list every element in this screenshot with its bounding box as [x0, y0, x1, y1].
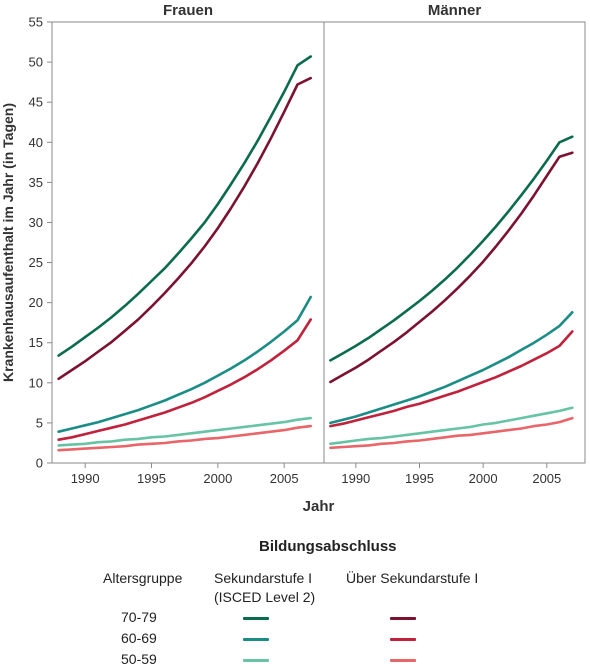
y-tick-label: 55	[29, 15, 43, 30]
y-tick-label: 15	[29, 335, 43, 350]
legend-title: Bildungsabschluss	[259, 538, 397, 555]
x-tick-label: 2000	[203, 471, 232, 486]
legend-age-label: 50-59	[121, 651, 157, 667]
series-line-ueb_70_79	[57, 76, 313, 381]
legend-col-age: Altersgruppe	[103, 570, 183, 586]
legend-age-label: 70-79	[121, 609, 157, 625]
legend-swatch-ueb-70-79	[390, 617, 416, 620]
series-line-sek_60_69	[57, 295, 313, 434]
legend-col-ueb: Über Sekundarstufe I	[346, 570, 479, 586]
y-tick-label: 40	[29, 135, 43, 150]
series-line-sek_60_69	[329, 310, 574, 425]
x-tick-label: 1990	[341, 471, 370, 486]
legend-swatch-sek-50-59	[243, 659, 269, 662]
series-line-ueb_60_69	[329, 330, 574, 428]
x-axis-label: Jahr	[303, 498, 335, 515]
x-tick-label: 1990	[71, 471, 100, 486]
series-line-sek_50_59	[329, 406, 574, 446]
x-tick-label: 2000	[469, 471, 498, 486]
legend-swatch-sek-70-79	[243, 617, 269, 620]
panel-title: Männer	[428, 2, 482, 19]
y-tick-label: 35	[29, 175, 43, 190]
legend-swatch-sek-60-69	[243, 638, 269, 641]
series-line-ueb_50_59	[57, 424, 313, 452]
x-tick-label: 1995	[137, 471, 166, 486]
y-tick-label: 50	[29, 55, 43, 70]
series-line-ueb_50_59	[329, 416, 574, 450]
series-line-ueb_70_79	[329, 151, 574, 384]
x-tick-label: 2005	[532, 471, 561, 486]
y-tick-label: 25	[29, 255, 43, 270]
x-tick-label: 2005	[270, 471, 299, 486]
x-tick-label: 1995	[405, 471, 434, 486]
y-tick-label: 10	[29, 375, 43, 390]
y-tick-label: 30	[29, 215, 43, 230]
y-tick-label: 0	[36, 456, 43, 471]
y-tick-label: 5	[36, 415, 43, 430]
series-line-sek_70_79	[57, 55, 313, 357]
y-tick-label: 20	[29, 295, 43, 310]
legend-swatch-ueb-50-59	[390, 659, 416, 662]
series-layer	[57, 55, 574, 452]
axes-layer	[47, 21, 586, 468]
series-line-ueb_60_69	[57, 318, 313, 442]
plot-frame	[51, 21, 586, 464]
legend-age-label: 60-69	[121, 630, 157, 646]
legend-col-sek-line2: (ISCED Level 2)	[214, 589, 316, 605]
series-line-sek_70_79	[329, 135, 574, 362]
y-tick-label: 45	[29, 95, 43, 110]
legend-swatch-ueb-60-69	[390, 638, 416, 641]
labels-layer: 0 5 10 15 20 25 30 35 40 45 50 55 1990 1995 2000 2005 Fr…	[0, 2, 561, 515]
legend-col-sek-line1: Sekundarstufe I	[214, 570, 313, 586]
series-line-sek_50_59	[57, 416, 313, 447]
y-axis-label: Krankenhausaufenthalt im Jahr (in Tagen)	[0, 103, 16, 382]
panel-title: Frauen	[163, 2, 213, 19]
